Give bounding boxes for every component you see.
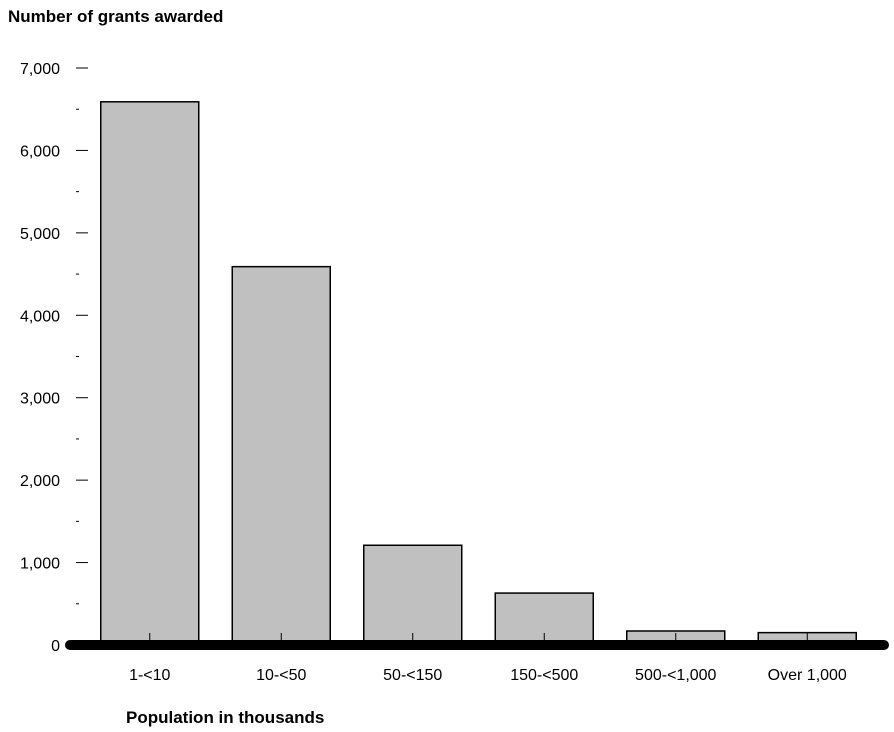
y-tick-label: 6,000 [20,143,60,160]
bar-1 [231,265,331,646]
y-tick-label: 2,000 [20,473,60,490]
x-tick-label: 50-<150 [383,667,442,684]
x-tick-label: 1-<10 [129,667,170,684]
bars [100,101,857,646]
x-tick-label: 500-<1,000 [635,667,717,684]
y-tick-label: 1,000 [20,556,60,573]
x-tick-label: 150-<500 [510,667,578,684]
y-axis-label: Number of grants awarded [8,7,223,26]
bar-0 [100,101,200,646]
y-tick-label: 0 [51,638,60,655]
x-tick-label: Over 1,000 [768,667,847,684]
y-tick-label: 4,000 [20,308,60,325]
x-axis-label: Population in thousands [126,708,324,727]
x-tick-label: 10-<50 [256,667,306,684]
y-axis: 0 1,000 2,000 3,000 4,000 5,000 6,000 7,000 [20,61,88,655]
y-tick-label: 3,000 [20,391,60,408]
y-tick-label: 5,000 [20,226,60,243]
y-tick-label: 7,000 [20,61,60,78]
bar-2 [363,544,463,646]
x-axis-categories: 1-<10 10-<50 50-<150 150-<500 500-<1,000 Over… [129,667,847,684]
